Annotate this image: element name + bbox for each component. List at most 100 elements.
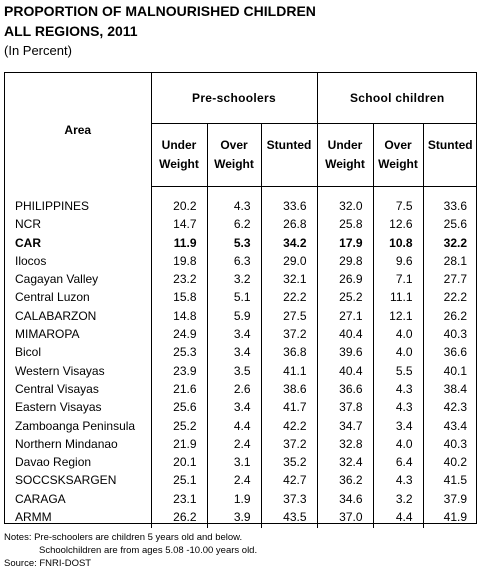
value-cell-s-st: 28.1: [422, 251, 477, 271]
header-pre-over-weight-line2: Weight: [214, 157, 254, 171]
header-pre-over-weight: Over Weight: [206, 123, 261, 187]
value-cell-s-ow: 4.0: [372, 434, 423, 454]
value-cell-p-uw: 19.8: [173, 253, 197, 268]
value-cell-p-ow: 2.4: [206, 471, 261, 490]
unit-label: (In Percent): [4, 43, 72, 58]
value-cell-s-st: 26.2: [422, 306, 477, 326]
header-school-stunted-label: Stunted: [427, 138, 473, 152]
table-row: Northern Mindanao 21.9 2.4 37.2 32.8 4.0 40.3: [5, 434, 477, 454]
value-cell-s-uw: 40.4: [339, 327, 363, 342]
value-cell-p-st: 22.2: [260, 288, 318, 307]
value-cell-s-ow: 7.1: [372, 270, 423, 289]
value-cell-p-ow: 3.2: [206, 270, 261, 289]
value-cell-s-ow: 12.1: [372, 306, 423, 326]
table-row: CARAGA 23.1 1.9 37.3 34.6 3.2 37.9: [5, 489, 477, 509]
area-cell: Eastern Visayas: [5, 398, 152, 417]
value-cell-s-ow: 3.4: [372, 416, 423, 435]
area-cell: PHILIPPINES: [5, 197, 152, 216]
value-cell-s-ow: 4.3: [372, 398, 423, 417]
table-row: Ilocos 19.8 6.3 29.0 29.8 9.6 28.1: [5, 251, 477, 271]
table-row: Central Visayas 21.6 2.6 38.6 36.6 4.3 38.4: [5, 379, 477, 399]
value-cell-s-uw: 39.6: [339, 345, 363, 360]
value-cell-s-st: 32.2: [422, 233, 477, 252]
value-cell-p-uw: 23.2: [173, 272, 197, 287]
area-cell: MIMAROPA: [5, 325, 152, 344]
value-cell-p-ow: 3.9: [206, 508, 261, 529]
table-title-line-1: PROPORTION OF MALNOURISHED CHILDREN: [4, 3, 316, 19]
value-cell-s-st: 36.6: [422, 343, 477, 362]
value-cell-s-st: 43.4: [422, 416, 477, 435]
value-cell-s-uw: 17.9: [339, 235, 363, 250]
value-cell-p-st: 37.2: [260, 434, 318, 454]
header-pre-under-weight: Under Weight: [151, 123, 207, 187]
table-row: SOCCSKSARGEN 25.1 2.4 42.7 36.2 4.3 41.5: [5, 471, 477, 490]
value-cell-p-st: 35.2: [260, 453, 318, 472]
area-cell: NCR: [5, 215, 152, 234]
table-row: NCR 14.7 6.2 26.8 25.8 12.6 25.6: [5, 215, 477, 234]
table-row: ARMM 26.2 3.9 43.5 37.0 4.4 41.9: [5, 508, 477, 529]
area-cell: CALABARZON: [5, 306, 152, 326]
malnutrition-table: Area Pre-schoolers School children Under…: [5, 73, 477, 529]
value-cell-p-ow: 4.4: [206, 416, 261, 435]
value-cell-s-uw: 34.7: [339, 418, 363, 433]
value-cell-s-ow: 4.0: [372, 343, 423, 362]
value-cell-p-st: 42.7: [260, 471, 318, 490]
value-cell-s-st: 37.9: [422, 489, 477, 509]
value-cell-s-ow: 9.6: [372, 251, 423, 271]
table-row: CALABARZON 14.8 5.9 27.5 27.1 12.1 26.2: [5, 306, 477, 326]
value-cell-p-uw: 25.1: [173, 473, 197, 488]
area-cell: SOCCSKSARGEN: [5, 471, 152, 490]
value-cell-p-uw: 11.9: [173, 235, 197, 250]
header-school-under-weight-line2: Weight: [325, 157, 365, 171]
table-row: PHILIPPINES 20.2 4.3 33.6 32.0 7.5 33.6: [5, 197, 477, 216]
header-school-under-weight-line1: Under: [327, 138, 363, 152]
value-cell-p-st: 43.5: [260, 508, 318, 529]
value-cell-s-ow: 7.5: [372, 197, 423, 216]
value-cell-s-ow: 5.5: [372, 361, 423, 380]
header-school-over-weight: Over Weight: [372, 123, 423, 187]
area-cell: Zamboanga Peninsula: [5, 416, 152, 435]
value-cell-s-ow: 11.1: [372, 288, 423, 307]
value-cell-s-uw: 37.0: [339, 510, 363, 525]
value-cell-s-st: 41.9: [422, 508, 477, 529]
value-cell-s-st: 40.3: [422, 325, 477, 344]
value-cell-p-st: 41.1: [260, 361, 318, 380]
header-pre-under-weight-line2: Weight: [159, 157, 199, 171]
value-cell-s-uw: 32.0: [339, 199, 363, 213]
header-preschoolers: Pre-schoolers: [151, 73, 318, 124]
table-row: Zamboanga Peninsula 25.2 4.4 42.2 34.7 3.4 43.…: [5, 416, 477, 435]
value-cell-p-ow: 5.9: [206, 306, 261, 326]
value-cell-p-st: 27.5: [260, 306, 318, 326]
value-cell-s-st: 42.3: [422, 398, 477, 417]
value-cell-p-st: 29.0: [260, 251, 318, 271]
value-cell-s-uw: 37.8: [339, 400, 363, 415]
value-cell-p-uw: 20.2: [173, 199, 197, 213]
value-cell-p-ow: 3.5: [206, 361, 261, 380]
note-line-2: Schoolchildren are from ages 5.08 -10.00…: [39, 545, 258, 556]
value-cell-s-ow: 6.4: [372, 453, 423, 472]
value-cell-p-ow: 4.3: [206, 197, 261, 216]
value-cell-p-st: 34.2: [260, 233, 318, 252]
table-row: CAR 11.9 5.3 34.2 17.9 10.8 32.2: [5, 233, 477, 252]
header-school-stunted: Stunted: [422, 123, 477, 187]
header-schoolchildren: School children: [317, 73, 477, 124]
header-pre-over-weight-line1: Over: [220, 138, 248, 152]
value-cell-p-st: 42.2: [260, 416, 318, 435]
area-cell: Bicol: [5, 343, 152, 362]
value-cell-p-uw: 21.6: [173, 381, 197, 396]
value-cell-p-uw: 20.1: [173, 455, 197, 470]
value-cell-s-st: 40.1: [422, 361, 477, 380]
value-cell-p-ow: 5.3: [206, 233, 261, 252]
value-cell-p-ow: 3.1: [206, 453, 261, 472]
value-cell-p-uw: 15.8: [173, 290, 197, 305]
value-cell-s-st: 27.7: [422, 270, 477, 289]
value-cell-s-st: 40.2: [422, 453, 477, 472]
value-cell-p-ow: 5.1: [206, 288, 261, 307]
value-cell-p-uw: 21.9: [173, 436, 197, 451]
value-cell-s-ow: 12.6: [372, 215, 423, 234]
spacer-cell: [5, 186, 152, 197]
value-cell-s-uw: 32.8: [339, 436, 363, 451]
notes: Notes: Pre-schoolers are children 5 year…: [4, 531, 257, 570]
area-cell: Central Visayas: [5, 379, 152, 399]
value-cell-s-ow: 4.3: [372, 379, 423, 399]
